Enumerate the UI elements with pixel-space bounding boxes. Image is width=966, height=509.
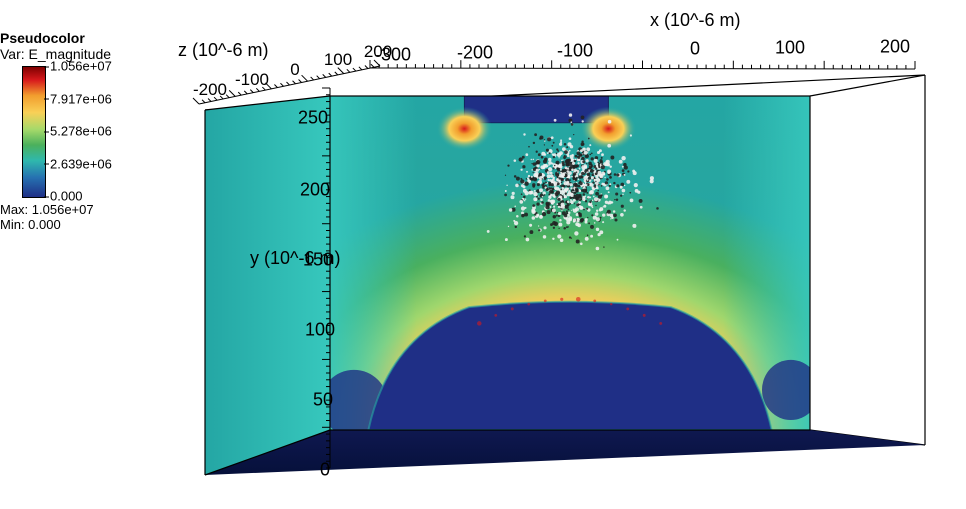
z-axis-label: z (10^-6 m) [178, 40, 268, 61]
axis-tick: -100 [235, 70, 269, 90]
axis-tick: 200 [880, 37, 910, 58]
axis-tick: 50 [313, 390, 333, 411]
axis-tick: 200 [364, 42, 392, 62]
axis-tick: -100 [557, 41, 593, 62]
axis-tick: 0 [690, 39, 700, 60]
axis-tick: -200 [193, 80, 227, 100]
axis-tick: 0 [320, 460, 330, 481]
axis-tick: 100 [305, 320, 335, 341]
axis-tick: 100 [324, 50, 352, 70]
field-plot [0, 0, 966, 509]
x-axis-label: x (10^-6 m) [650, 10, 740, 31]
axis-tick: 250 [298, 108, 328, 129]
axis-tick: -200 [457, 43, 493, 64]
axis-tick: 100 [775, 38, 805, 59]
axis-tick: 150 [303, 250, 333, 271]
visualization-stage: Pseudocolor Var: E_magnitude 1.056e+077.… [0, 0, 966, 509]
axis-tick: 0 [290, 60, 299, 80]
axis-tick: 200 [300, 180, 330, 201]
